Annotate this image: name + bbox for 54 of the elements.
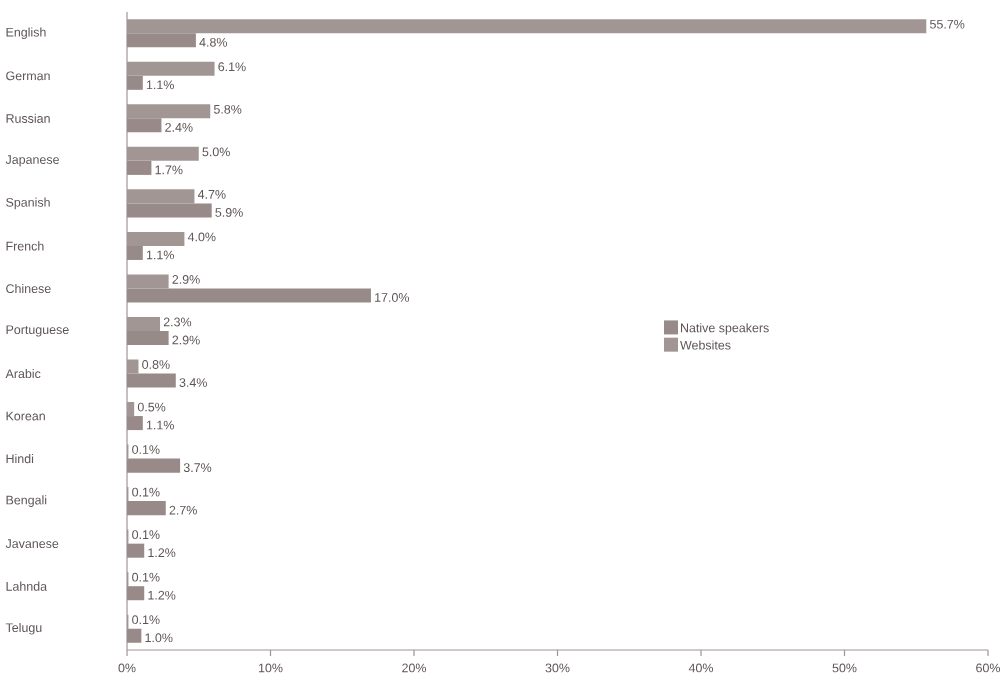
data-label: 4.7% (197, 190, 226, 199)
y-tick-label: Javanese (5, 539, 59, 549)
data-label: 2.3% (163, 317, 192, 327)
y-tick-label: German (6, 71, 50, 81)
legend-label: Websites (680, 340, 731, 350)
x-tick-label: 20% (402, 663, 427, 673)
data-label: 55.7% (930, 19, 965, 29)
x-tick-label: 30% (545, 663, 570, 673)
y-tick-label: Telugu (5, 622, 42, 635)
data-label: 2.4% (165, 122, 193, 132)
y-tick-label: English (6, 27, 46, 40)
y-tick-label: Korean (6, 411, 45, 421)
data-label: 1.1% (146, 80, 174, 90)
data-label: 5.8% (213, 104, 242, 114)
data-label: 5.9% (215, 208, 243, 217)
data-label: 4.0% (187, 232, 216, 242)
x-tick-label: 50% (832, 663, 857, 673)
data-label: 0.5% (137, 402, 166, 412)
data-label: 6.1% (218, 62, 246, 72)
x-tick-label: 60% (976, 663, 1001, 673)
data-label: 0.1% (132, 445, 160, 454)
data-label: 4.8% (199, 37, 228, 47)
x-tick-label: 10% (259, 663, 283, 673)
data-label: 1.7% (155, 165, 183, 175)
data-label: 0.1% (132, 572, 160, 582)
y-tick-label: Arabic (5, 368, 41, 379)
y-tick-label: Bengali (6, 495, 47, 507)
data-label: 0.1% (132, 530, 160, 540)
y-tick-label: Russian (6, 113, 50, 123)
data-label: 0.8% (142, 360, 170, 369)
data-label: 1.2% (148, 590, 176, 600)
data-label: 1.1% (146, 250, 174, 260)
data-label: 3.7% (183, 463, 212, 473)
legend-label: Native speakers (681, 323, 769, 335)
data-label: 0.1% (132, 615, 160, 625)
y-tick-label: Spanish (6, 197, 50, 210)
data-label: 3.4% (179, 378, 207, 387)
y-tick-label: Lahnda (6, 581, 48, 591)
x-tick-label: 40% (688, 663, 714, 673)
x-tick-label: 0% (118, 663, 136, 673)
data-label: 1.2% (148, 548, 176, 558)
data-label: 2.7% (169, 505, 197, 515)
data-label: 2.9% (172, 335, 200, 345)
data-label: 1.0% (145, 633, 173, 643)
y-tick-label: Hindi (6, 454, 34, 464)
data-label: 0.1% (132, 487, 160, 497)
data-label: 5.0% (202, 147, 230, 157)
y-tick-label: Japanese (5, 155, 59, 167)
data-label: 1.1% (146, 420, 174, 430)
y-tick-label: Chinese (6, 283, 51, 294)
data-label: 2.9% (172, 275, 200, 284)
data-label: 17.0% (375, 293, 410, 302)
y-tick-label: French (6, 241, 44, 251)
y-tick-label: Portuguese (6, 325, 69, 337)
